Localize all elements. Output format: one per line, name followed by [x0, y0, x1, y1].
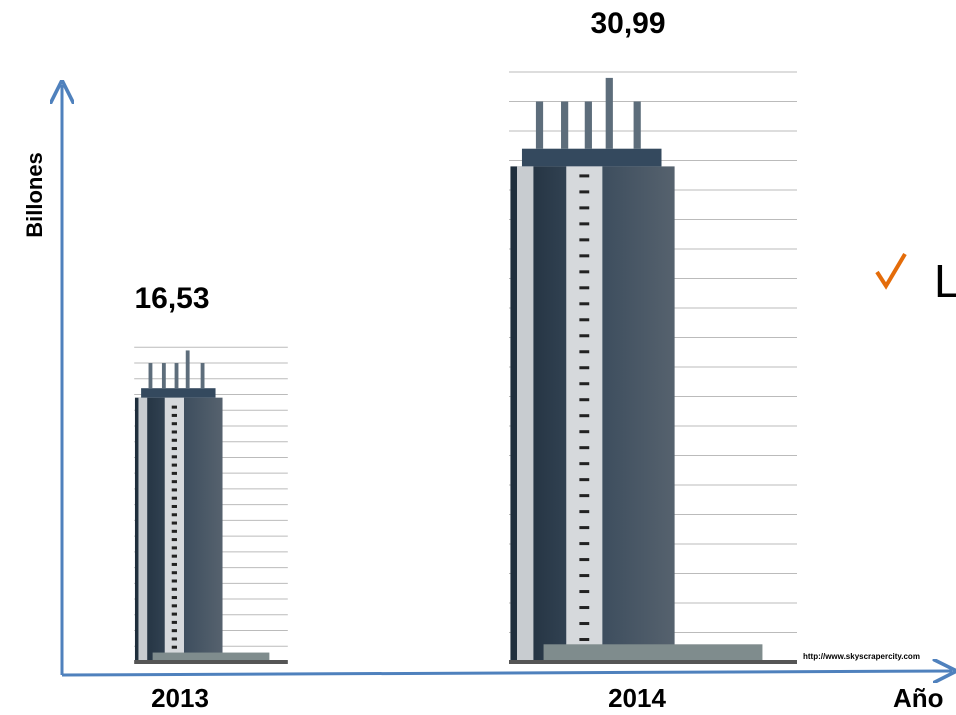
window — [171, 562, 177, 566]
ground — [134, 660, 288, 664]
window — [171, 587, 177, 591]
window — [171, 529, 177, 533]
x-tick-label: 2014 — [608, 683, 666, 713]
window — [171, 480, 177, 484]
antenna — [148, 363, 153, 389]
window — [171, 629, 177, 633]
window — [579, 622, 590, 626]
antenna — [633, 101, 641, 149]
window — [579, 222, 590, 226]
window — [579, 430, 590, 434]
window — [171, 455, 177, 459]
window — [171, 554, 177, 558]
window — [171, 513, 177, 517]
platform — [543, 644, 763, 662]
x-tick-label: 2013 — [151, 683, 209, 713]
window — [171, 504, 177, 508]
value-label: 16,53 — [134, 282, 209, 315]
window — [579, 206, 590, 210]
y-axis-label: Billones — [22, 152, 47, 238]
window — [171, 447, 177, 451]
window — [171, 488, 177, 492]
antenna — [200, 363, 205, 389]
window — [579, 318, 590, 322]
window — [171, 620, 177, 624]
window — [579, 254, 590, 258]
window — [579, 558, 590, 562]
window — [579, 190, 590, 194]
window — [171, 521, 177, 525]
window — [171, 546, 177, 550]
window — [579, 302, 590, 306]
window — [579, 446, 590, 450]
window — [579, 510, 590, 514]
window — [171, 405, 177, 409]
x-axis — [61, 671, 952, 675]
antenna — [174, 363, 179, 389]
value-label: 30,99 — [590, 7, 665, 40]
window — [579, 398, 590, 402]
source: http://www.skyscrapercity.com — [803, 652, 920, 661]
window — [579, 574, 590, 578]
window — [171, 645, 177, 649]
window — [171, 579, 177, 583]
stripe — [164, 397, 184, 662]
window — [171, 538, 177, 542]
building — [134, 346, 288, 664]
stripe — [517, 166, 534, 662]
window — [579, 526, 590, 530]
window — [579, 382, 590, 386]
window — [171, 637, 177, 641]
window — [171, 413, 177, 417]
platform — [152, 652, 270, 662]
antenna — [185, 350, 190, 389]
antenna — [535, 101, 544, 149]
window — [579, 174, 590, 178]
window — [579, 542, 590, 546]
window — [579, 606, 590, 610]
check-icon — [875, 252, 907, 290]
bars — [134, 71, 797, 664]
window — [171, 571, 177, 575]
window — [171, 430, 177, 434]
roof — [141, 388, 216, 398]
antenna — [584, 101, 592, 149]
window — [579, 366, 590, 370]
window — [579, 270, 590, 274]
window — [171, 612, 177, 616]
antenna — [605, 77, 613, 149]
window — [171, 596, 177, 600]
window — [579, 350, 590, 354]
ground — [509, 660, 797, 664]
building — [509, 71, 797, 664]
window — [171, 463, 177, 467]
window — [171, 422, 177, 426]
window — [579, 494, 590, 498]
annotation: L — [934, 255, 956, 307]
window — [171, 496, 177, 500]
x-axis-label: Año — [893, 683, 944, 713]
stripe — [138, 397, 148, 662]
roof — [521, 148, 662, 167]
antenna — [161, 363, 166, 389]
window — [171, 471, 177, 475]
window — [579, 286, 590, 290]
window — [579, 238, 590, 242]
antenna — [561, 101, 569, 149]
window — [579, 462, 590, 466]
window — [579, 334, 590, 338]
window — [171, 604, 177, 608]
window — [579, 478, 590, 482]
window — [579, 414, 590, 418]
window — [171, 438, 177, 442]
window — [579, 638, 590, 642]
window — [579, 590, 590, 594]
